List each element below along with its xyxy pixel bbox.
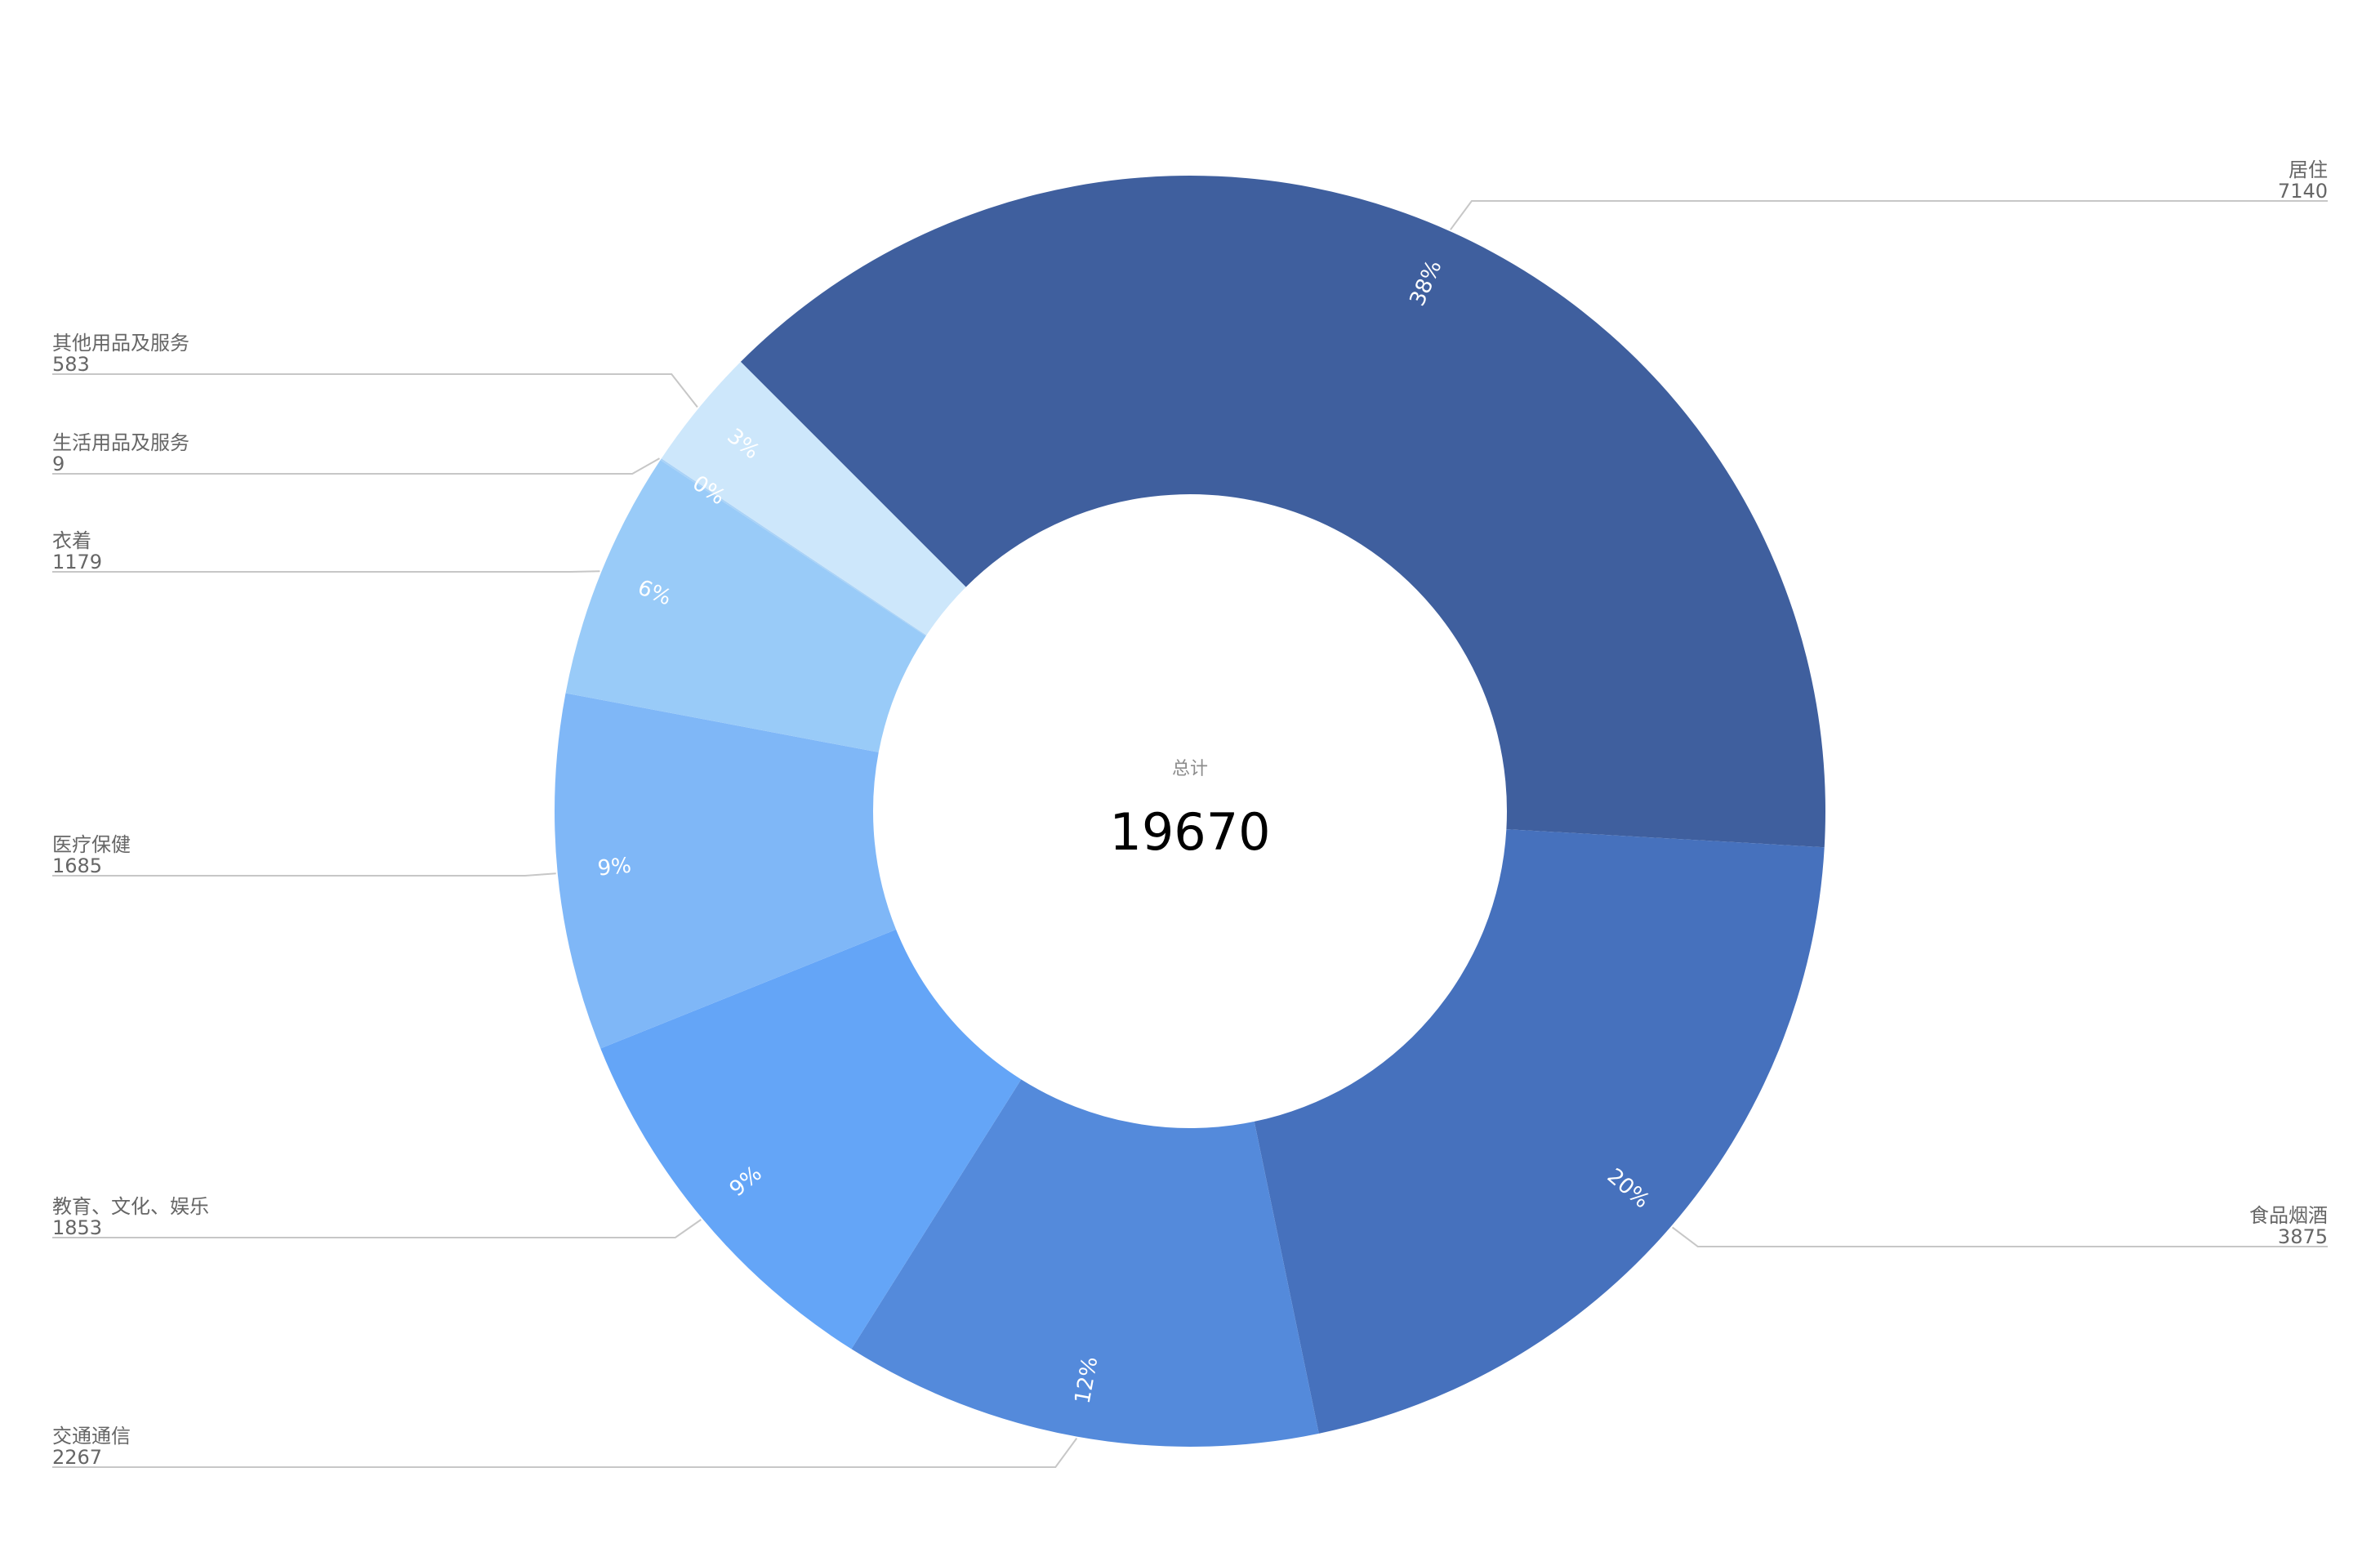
slice-7-leader-line [52, 373, 698, 408]
slice-2-category-label: 交通通信 [52, 1425, 131, 1448]
slice-1-wedge[interactable] [1254, 829, 1825, 1434]
slice-1-value-label: 3875 [2278, 1225, 2328, 1248]
slice-4-leader-line [52, 872, 556, 877]
slice-6-value-label: 9 [52, 453, 65, 475]
slice-4-wedge[interactable] [555, 693, 897, 1049]
slice-5-category-label: 衣着 [52, 529, 91, 552]
slice-3-category-label: 教育、文化、娱乐 [52, 1195, 209, 1218]
slice-5-leader-line [52, 570, 600, 573]
slice-3-leader-line [52, 1219, 702, 1238]
slice-3-value-label: 1853 [52, 1216, 102, 1239]
slice-0-category-label: 居住 [2289, 158, 2328, 181]
slice-5-wedge[interactable] [565, 460, 926, 752]
slice-4-category-label: 医疗保健 [52, 833, 131, 856]
slice-7-category-label: 其他用品及服务 [52, 332, 189, 355]
slice-0-leader-line [1450, 200, 2328, 230]
slice-2-leader-line [52, 1438, 1078, 1468]
slice-0-wedge[interactable] [740, 175, 1826, 848]
slice-1-leader-line [1671, 1226, 2328, 1247]
slice-7-value-label: 583 [52, 353, 90, 376]
slice-2-wedge[interactable] [851, 1079, 1319, 1447]
slice-2-value-label: 2267 [52, 1446, 102, 1469]
slice-5-value-label: 1179 [52, 551, 102, 573]
leader-lines-layer [52, 200, 2328, 1468]
slice-1-category-label: 食品烟酒 [2249, 1204, 2328, 1227]
slice-4-value-label: 1685 [52, 854, 102, 877]
slice-6-category-label: 生活用品及服务 [52, 431, 189, 454]
slice-0-value-label: 7140 [2278, 180, 2328, 203]
slice-3-wedge[interactable] [600, 929, 1022, 1350]
center-title: 总计 [1172, 759, 1208, 779]
slice-4-percent-label: 9% [596, 854, 632, 881]
slices-layer [555, 175, 1826, 1447]
slice-7-wedge[interactable] [661, 361, 966, 636]
slice-6-leader-line [52, 457, 660, 475]
center-total-value: 19670 [1109, 802, 1270, 862]
slice-6-wedge[interactable] [660, 458, 927, 636]
